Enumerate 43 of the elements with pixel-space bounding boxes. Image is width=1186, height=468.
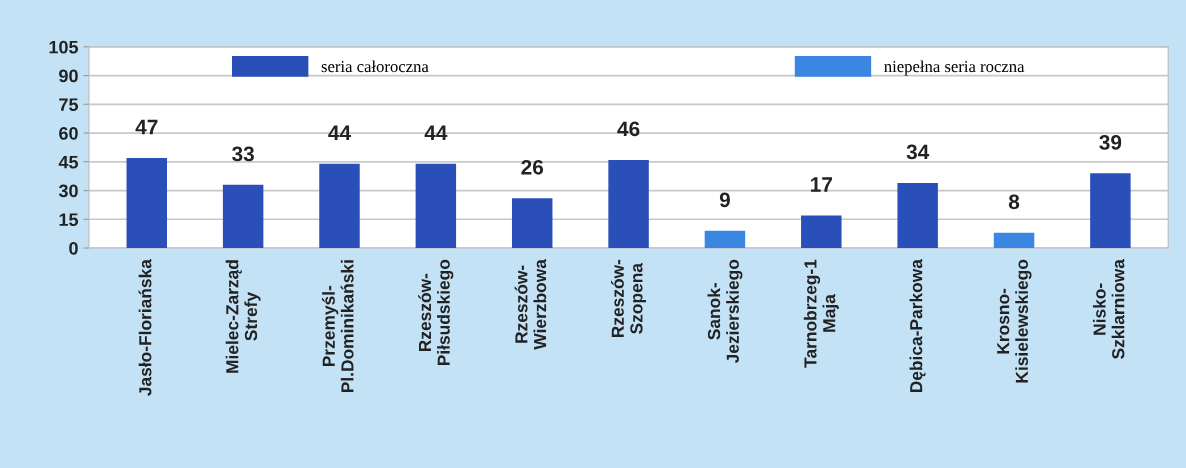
x-tick-label: Rzeszów- Wierzbowa: [514, 259, 547, 350]
data-label: 34: [906, 144, 930, 160]
bar: [126, 157, 167, 249]
y-tick-label: 45: [58, 155, 79, 169]
data-label: 9: [719, 192, 730, 208]
bar: [897, 182, 938, 249]
x-tick-label: Rzeszów- Szopena: [610, 259, 647, 338]
x-tick-label: Krosno- Kisielewskiego: [997, 259, 1032, 383]
bar: [993, 232, 1035, 249]
y-tick-label: 0: [69, 241, 78, 255]
bar: [704, 230, 746, 249]
legend-label: seria całoroczna: [321, 60, 429, 73]
bar: [319, 163, 360, 249]
x-tick-label: Sanok- Jezierskiego: [707, 259, 743, 364]
bar: [415, 163, 457, 249]
y-tick-label: 90: [59, 69, 78, 83]
legend-label: niepełna seria roczna: [884, 60, 1025, 76]
x-tick-label: Jasło-Floriańska: [138, 259, 152, 396]
y-tick-label: 15: [59, 213, 79, 227]
y-tick-label: 75: [59, 98, 79, 112]
bar: [608, 159, 649, 249]
data-label: 47: [135, 119, 158, 135]
data-label: 26: [521, 159, 544, 175]
x-tick-label: Nisko- Szklarniowa: [1092, 259, 1125, 359]
x-tick-label: Rzeszów- Piłsudskiego: [418, 259, 454, 366]
x-tick-label: Tarnobrzeg-1 Maja: [803, 259, 839, 368]
x-tick-label: Mielec-Zarząd Strefy: [225, 260, 261, 373]
data-label: 8: [1008, 194, 1020, 210]
y-tick-label: 60: [59, 126, 78, 140]
data-label: 33: [232, 146, 254, 162]
data-label: 46: [617, 121, 640, 137]
y-tick-label: 30: [58, 184, 78, 198]
bar: [511, 198, 553, 249]
data-label: 17: [811, 177, 832, 192]
data-label: 39: [1099, 134, 1122, 150]
y-tick-label: 105: [49, 40, 79, 54]
x-tick-label: Przemyśl- Pl.Dominikański: [321, 260, 354, 393]
x-tick-label: Dębica-Parkowa: [909, 259, 926, 393]
data-label: 44: [328, 125, 351, 140]
bar: [801, 215, 842, 249]
bar: [222, 184, 264, 249]
data-label: 44: [424, 125, 448, 140]
bar: [1090, 173, 1131, 249]
